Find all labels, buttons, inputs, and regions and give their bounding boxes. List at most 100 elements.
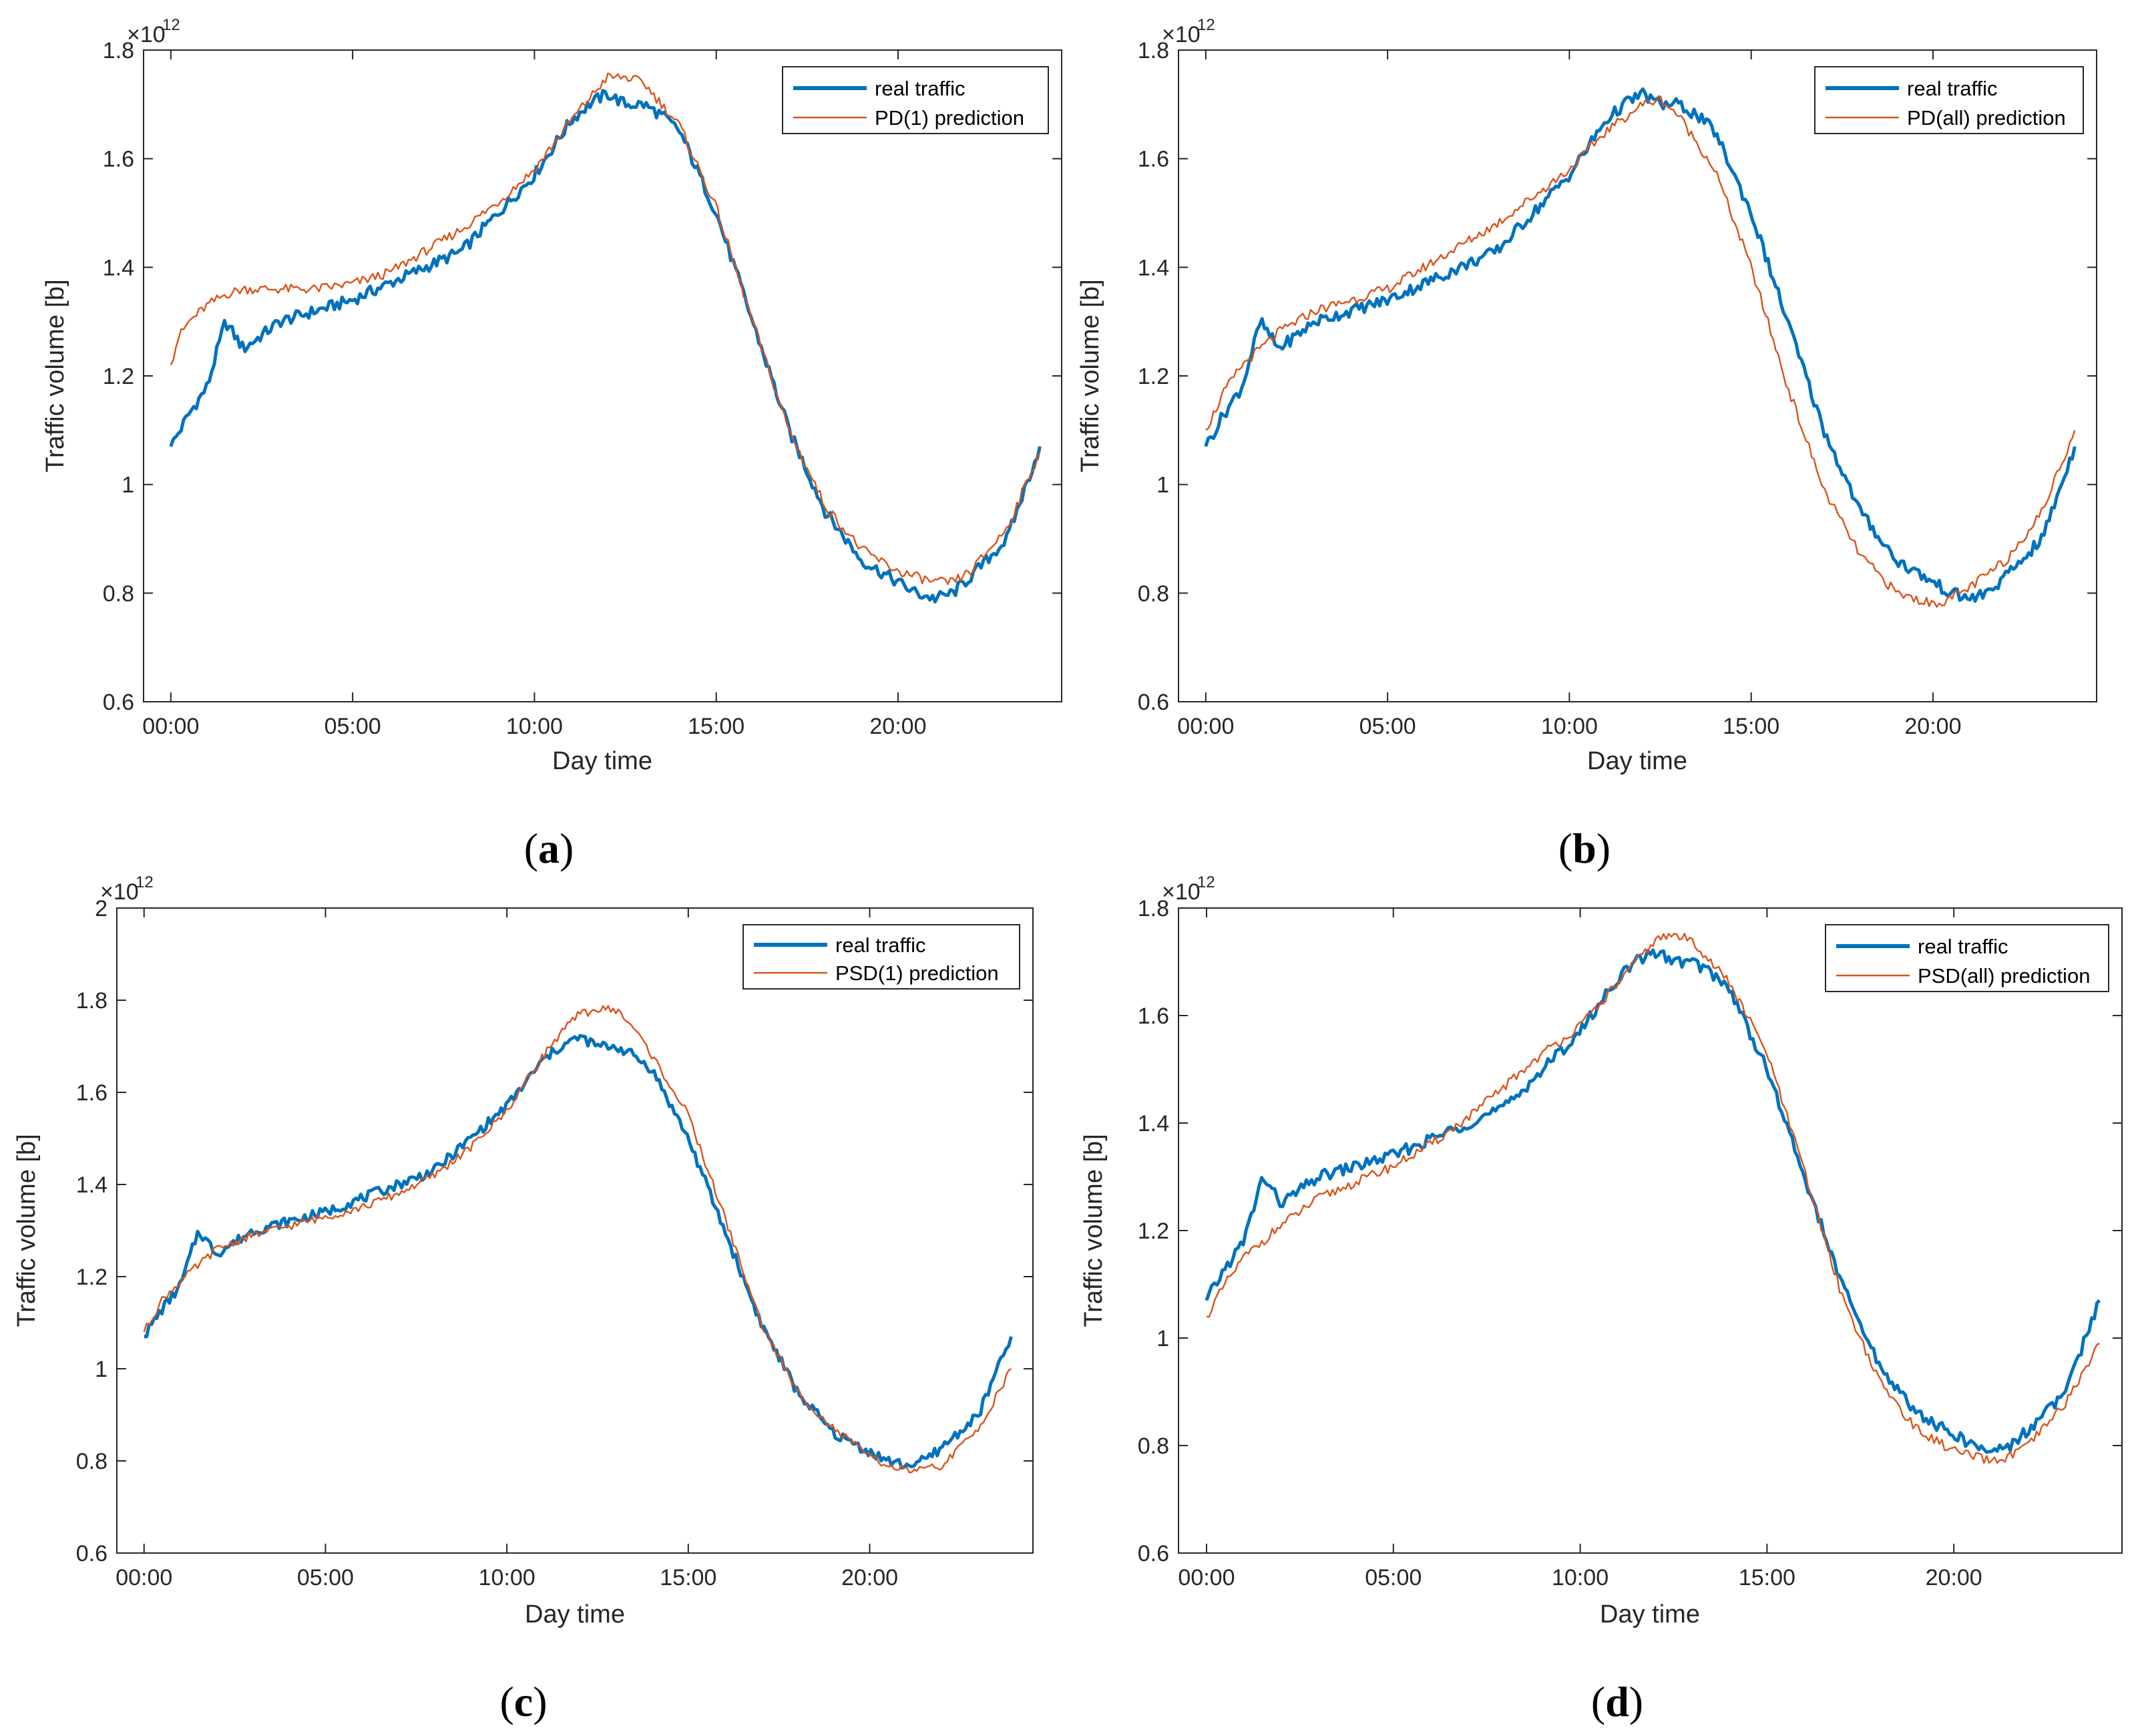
- x-tick-label: 00:00: [116, 1565, 172, 1590]
- x-tick-label: 00:00: [142, 714, 199, 739]
- y-tick-label: 0.8: [76, 1449, 108, 1474]
- legend: real traffic PD(all) prediction: [1814, 66, 2084, 134]
- series-line-prediction: [170, 72, 1041, 586]
- y-tick-label: 1.8: [76, 988, 108, 1014]
- exponent-label: ×10: [127, 22, 166, 47]
- y-tick-label: 2: [95, 896, 108, 921]
- y-tick-label: 1.2: [76, 1265, 108, 1290]
- legend-label-prediction: PSD(1) prediction: [835, 961, 999, 985]
- legend: real traffic PSD(1) prediction: [742, 924, 1020, 990]
- x-tick-label: 15:00: [660, 1565, 716, 1590]
- y-tick-label: 1.4: [1138, 1111, 1169, 1136]
- legend-label-real: real traffic: [835, 933, 926, 957]
- y-tick-label: 0.6: [1138, 690, 1169, 715]
- series-line-real-traffic: [144, 1034, 1013, 1470]
- x-axis-label: Day time: [1587, 747, 1687, 775]
- series-line-prediction: [1206, 932, 2100, 1464]
- exponent-power: 12: [162, 16, 180, 34]
- exponent-power: 12: [1197, 16, 1215, 34]
- y-tick-label: 1: [1156, 1326, 1169, 1351]
- y-tick-label: 0.8: [1138, 1434, 1169, 1459]
- legend-label-real: real traffic: [875, 77, 966, 100]
- y-tick-label: 0.6: [1138, 1541, 1169, 1566]
- panel-caption: (a): [524, 825, 574, 872]
- y-axis-label: Traffic volume [b]: [1076, 279, 1104, 472]
- y-tick-label: 1.8: [1138, 38, 1169, 63]
- panel-caption: (c): [499, 1678, 547, 1725]
- x-tick-label: 20:00: [869, 714, 926, 739]
- chart-panel-a: 00:00 05:00 10:00 15:00 20:00 0.6 0.8 1 1.2 1.4 1.…: [41, 16, 1062, 872]
- y-tick-label: 1.2: [1138, 1219, 1169, 1244]
- x-axis-label: Day time: [1600, 1600, 1700, 1629]
- axes-box: [1178, 49, 2097, 702]
- axes-box: [143, 49, 1062, 702]
- series-line-prediction: [143, 1005, 1012, 1474]
- x-tick-label: 20:00: [841, 1565, 898, 1590]
- series-line-real-traffic: [1205, 948, 2101, 1454]
- y-tick-label: 0.8: [1138, 581, 1169, 606]
- legend-box: [742, 924, 1020, 990]
- x-tick-label: 20:00: [1926, 1565, 1982, 1590]
- x-tick-label: 10:00: [1541, 714, 1598, 739]
- legend-label-prediction: PSD(all) prediction: [1918, 964, 2090, 988]
- y-axis-label: Traffic volume [b]: [1080, 1134, 1108, 1327]
- legend-label-prediction: PD(1) prediction: [875, 106, 1024, 130]
- y-axis-label: Traffic volume [b]: [13, 1134, 41, 1327]
- chart-panel-c: 00:00 05:00 10:00 15:00 20:00 0.6 0.8 1 1.2 1.4 1.…: [13, 873, 1034, 1725]
- x-tick-label: 20:00: [1904, 714, 1961, 739]
- x-tick-label: 05:00: [1359, 714, 1416, 739]
- y-tick-label: 1.8: [103, 38, 134, 63]
- x-axis-label: Day time: [525, 1600, 625, 1629]
- y-tick-label: 0.6: [76, 1541, 108, 1566]
- legend-label-prediction: PD(all) prediction: [1907, 106, 2066, 130]
- panel-caption: (b): [1558, 825, 1611, 872]
- series-line-prediction: [1205, 95, 2076, 608]
- x-tick-label: 10:00: [1552, 1565, 1609, 1590]
- x-tick-label: 00:00: [1178, 1565, 1235, 1590]
- axes-box: [1178, 907, 2123, 1554]
- y-tick-label: 1: [122, 473, 134, 498]
- x-tick-label: 05:00: [297, 1565, 354, 1590]
- x-tick-label: 15:00: [688, 714, 744, 739]
- x-tick-label: 05:00: [1365, 1565, 1422, 1590]
- y-tick-label: 1.4: [1138, 255, 1169, 280]
- exponent-label: ×10: [100, 879, 139, 905]
- x-tick-label: 15:00: [1723, 714, 1779, 739]
- y-tick-label: 1.6: [76, 1080, 108, 1106]
- y-tick-label: 1.2: [103, 364, 134, 389]
- chart-panel-b: 00:00 05:00 10:00 15:00 20:00 0.6 0.8 1 1.2 1.4 1.…: [1076, 16, 2097, 872]
- exponent-power: 12: [136, 873, 154, 891]
- chart-panel-d: 00:00 05:00 10:00 15:00 20:00 0.6 0.8 1 1.2 1.4 1.…: [1080, 873, 2123, 1725]
- series-line-real-traffic: [1204, 87, 2077, 603]
- legend-box: [1814, 66, 2084, 134]
- legend-box: [1825, 924, 2109, 992]
- y-tick-label: 1.6: [103, 147, 134, 172]
- legend-box: [782, 66, 1049, 134]
- y-tick-label: 1: [1156, 473, 1169, 498]
- y-tick-label: 1.8: [1138, 896, 1169, 921]
- series-line-real-traffic: [169, 89, 1042, 604]
- y-axis-label: Traffic volume [b]: [41, 279, 69, 472]
- axes-box: [116, 907, 1034, 1554]
- y-tick-label: 1: [95, 1357, 108, 1382]
- exponent-label: ×10: [1162, 879, 1201, 905]
- y-tick-label: 1.6: [1138, 1004, 1169, 1029]
- x-tick-label: 10:00: [506, 714, 563, 739]
- y-tick-label: 0.8: [103, 581, 134, 606]
- x-tick-label: 05:00: [325, 714, 381, 739]
- x-tick-label: 15:00: [1739, 1565, 1795, 1590]
- exponent-power: 12: [1197, 873, 1215, 891]
- x-axis-label: Day time: [552, 747, 652, 775]
- y-tick-label: 0.6: [103, 690, 134, 715]
- exponent-label: ×10: [1162, 22, 1201, 47]
- legend-label-real: real traffic: [1907, 77, 1998, 100]
- x-tick-label: 00:00: [1177, 714, 1234, 739]
- y-tick-label: 1.4: [103, 255, 134, 280]
- panel-caption: (d): [1591, 1678, 1643, 1725]
- y-tick-label: 1.6: [1138, 147, 1169, 172]
- x-tick-label: 10:00: [479, 1565, 536, 1590]
- y-tick-label: 1.4: [76, 1172, 108, 1198]
- legend-label-real: real traffic: [1918, 935, 2008, 958]
- y-tick-label: 1.2: [1138, 364, 1169, 389]
